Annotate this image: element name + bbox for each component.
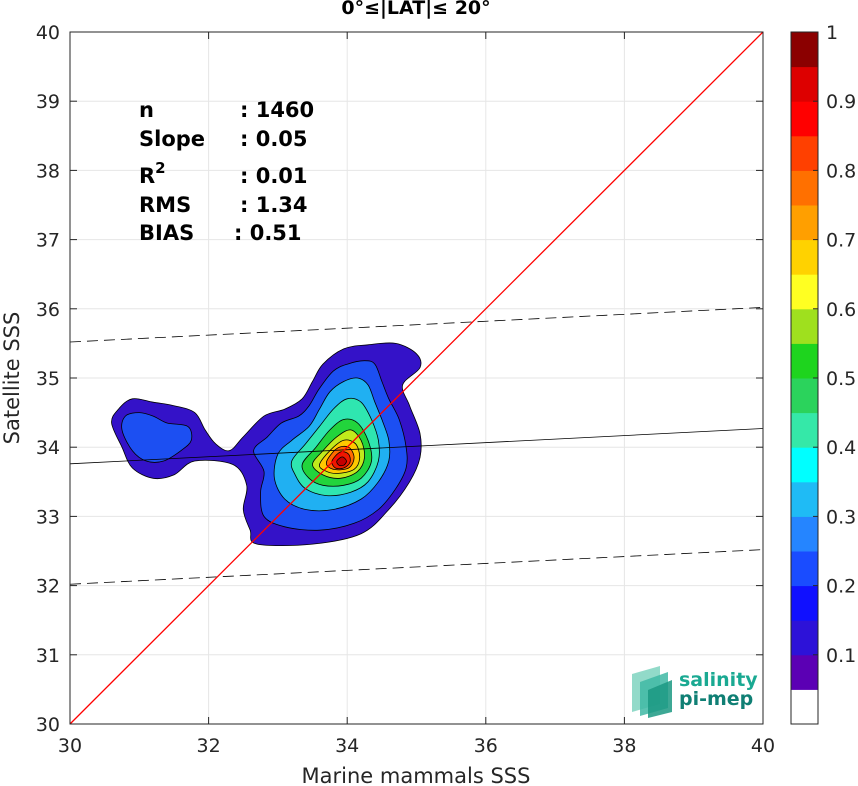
stat-label-1: Slope	[139, 127, 205, 151]
x-tick-label-1: 32	[197, 735, 221, 757]
colorbar-segment-4	[791, 551, 818, 587]
stat-label-3: RMS	[139, 193, 191, 217]
stat-value-3: : 1.34	[240, 193, 308, 217]
colorbar-segment-6	[791, 481, 818, 517]
stat-value-4: : 0.51	[234, 221, 302, 245]
colorbar-tick-label-6: 0.7	[826, 230, 856, 252]
colorbar-segment-2	[791, 620, 818, 656]
colorbar-tick-label-4: 0.5	[826, 368, 856, 390]
colorbar-segment-14	[791, 205, 818, 241]
y-tick-label-2: 32	[36, 576, 60, 598]
statistics-box: n : 1460 Slope : 0.05 R2 : 0.01 RMS : 1.34 BIAS:…	[139, 98, 314, 245]
stat-label-2: R2	[139, 159, 166, 188]
colorbar-tick-label-3: 0.4	[826, 437, 856, 459]
stat-value-2: : 0.01	[240, 164, 308, 188]
x-axis-label: Marine mammals SSS	[302, 764, 531, 786]
fit-bound-line-0	[69, 307, 764, 343]
colorbar-segment-10	[791, 343, 818, 379]
x-tick-label-3: 36	[474, 735, 498, 757]
stat-label-0: n	[139, 98, 154, 122]
colorbar-segment-7	[791, 447, 818, 483]
logo-text-salinity: salinity	[679, 669, 758, 691]
colorbar-segment-17	[791, 101, 818, 137]
y-tick-label-10: 40	[36, 22, 60, 44]
colorbar-segment-13	[791, 239, 818, 275]
colorbar-segment-8	[791, 412, 818, 448]
logo-text-pimep: pi-mep	[679, 688, 753, 710]
colorbar-tick-label-9: 1	[826, 22, 838, 44]
y-tick-label-7: 37	[36, 230, 60, 252]
colorbar-segment-3	[791, 585, 818, 621]
stat-value-1: : 0.05	[240, 127, 308, 151]
colorbar-segment-0	[791, 689, 818, 725]
y-tick-label-0: 30	[36, 714, 60, 736]
colorbar-tick-label-0: 0.1	[826, 645, 856, 667]
colorbar-segment-9	[791, 378, 818, 414]
x-tick-label-4: 38	[612, 735, 636, 757]
colorbar-tick-label-5: 0.6	[826, 299, 856, 321]
y-tick-label-9: 39	[36, 91, 60, 113]
colorbar-segment-11	[791, 308, 818, 344]
colorbar-tick-label-2: 0.3	[826, 506, 856, 528]
grid	[70, 32, 763, 724]
colorbar-segment-16	[791, 135, 818, 171]
stat-label-sup-2: 2	[155, 159, 165, 177]
y-tick-label-6: 36	[36, 299, 60, 321]
y-tick-label-3: 33	[36, 506, 60, 528]
y-axis-ticks: 30 31 32 33 34 35 36 37 38 39 40	[36, 22, 763, 736]
contour-level-0_2-1	[121, 412, 193, 463]
x-tick-label-5: 40	[751, 735, 775, 757]
colorbar-tick-label-7: 0.8	[826, 160, 856, 182]
logo-wave-icon-2	[648, 680, 672, 718]
density-contours	[111, 342, 422, 546]
fit-bound-line-1	[69, 549, 764, 585]
y-axis-label: Satellite SSS	[0, 312, 24, 445]
y-tick-label-1: 31	[36, 645, 60, 667]
regression-lines	[69, 31, 764, 725]
colorbar-tick-label-1: 0.2	[826, 576, 856, 598]
colorbar: 0.1 0.2 0.3 0.4 0.5 0.6 0.7 0.8 0.9 1	[790, 22, 856, 725]
colorbar-segment-15	[791, 170, 818, 206]
colorbar-segment-18	[791, 66, 818, 102]
colorbar-segment-19	[791, 32, 818, 68]
colorbar-segment-12	[791, 274, 818, 310]
x-tick-label-0: 30	[58, 735, 82, 757]
y-tick-label-8: 38	[36, 160, 60, 182]
y-tick-label-5: 35	[36, 368, 60, 390]
colorbar-segment-5	[791, 516, 818, 552]
colorbar-tick-label-8: 0.9	[826, 91, 856, 113]
stat-value-0: : 1460	[240, 98, 314, 122]
y-tick-label-4: 34	[36, 437, 60, 459]
x-tick-label-2: 34	[335, 735, 359, 757]
x-axis-ticks: 30 32 34 36 38 40	[58, 32, 775, 757]
colorbar-segment-1	[791, 654, 818, 690]
stat-label-4: BIAS	[139, 221, 194, 245]
one-to-one-line	[69, 31, 764, 725]
fit-line	[69, 428, 764, 465]
chart-title: 0°≤|LAT|≤ 20°	[341, 0, 490, 19]
contour-level-1-10	[336, 456, 347, 467]
